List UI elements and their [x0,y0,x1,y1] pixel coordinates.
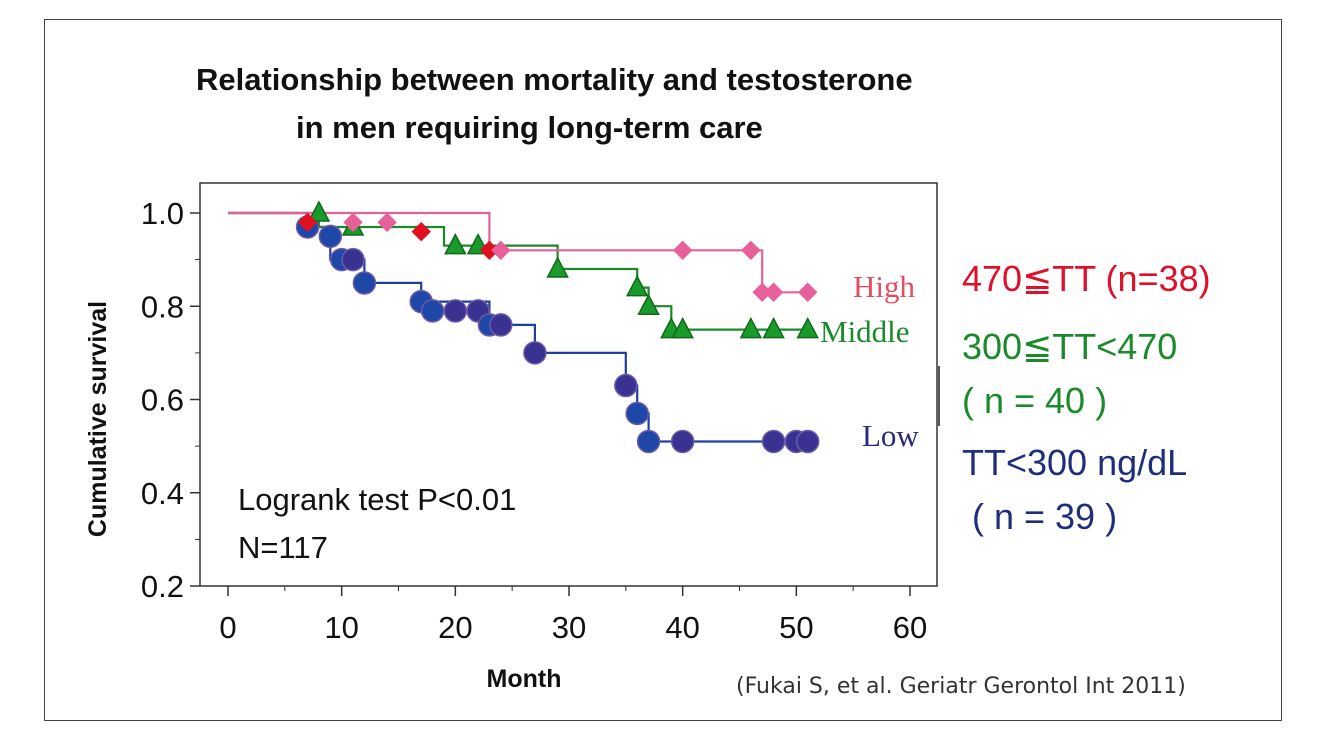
marker-middle [671,316,694,339]
curve-middle [228,211,808,331]
marker-high [672,240,693,261]
marker-high [377,212,397,233]
marker-low [625,401,649,426]
marker-low [443,299,468,323]
legend-middle-group: 300≦TT<470 [962,326,1178,367]
marker-low [670,429,695,454]
censor-markers [295,200,820,454]
marker-high [741,240,761,261]
sample-size-text: N=117 [238,530,328,565]
chart-title-line2: in men requiring long-term care [296,110,763,145]
marker-low [795,429,820,454]
y-tick-label: 0.4 [141,476,184,511]
marker-middle [739,316,763,339]
marker-high [343,212,363,233]
legend-middle-count: ( n = 40 ) [962,380,1108,421]
x-axis-label: Month [487,665,562,693]
marker-middle [625,274,649,297]
series-label-middle: Middle [820,314,910,349]
x-tick-label: 20 [438,610,472,645]
y-axis-label: Cumulative survival [84,301,112,537]
marker-low [761,429,786,454]
y-tick-label: 0.6 [141,383,184,418]
marker-high [491,240,511,261]
x-tick-label: 0 [219,610,236,645]
y-tick-label: 0.8 [141,289,184,324]
y-tick-label: 0.2 [141,569,184,604]
legend-low-count: ( n = 39 ) [972,496,1118,537]
marker-high [797,282,818,302]
marker-high [411,221,431,242]
y-axis: 1.0 0.8 0.6 0.4 0.2 [141,196,200,604]
x-tick-label: 30 [552,610,586,645]
marker-low [420,299,445,323]
marker-high [297,212,318,233]
y-tick-label: 1.0 [141,196,184,231]
marker-middle [796,316,819,339]
marker-low [636,429,661,454]
logrank-test-text: Logrank test P<0.01 [238,482,517,517]
marker-middle [444,233,467,255]
legend-high-group: 470≦TT (n=38) [962,258,1211,299]
series-label-low: Low [862,418,919,453]
marker-middle [762,316,785,339]
marker-low [341,247,365,272]
legend-low-group: TT<300 ng/dL [962,442,1188,483]
legend-divider [938,366,940,426]
marker-middle [546,256,569,278]
marker-low [352,271,377,295]
marker-low [318,224,343,249]
marker-low [614,373,638,398]
x-tick-label: 40 [665,610,699,645]
marker-high [763,282,784,302]
marker-low [523,341,547,365]
x-tick-label: 10 [324,610,358,645]
marker-middle [307,200,331,222]
citation: (Fukai S, et al. Geriatr Gerontol Int 20… [736,674,1186,699]
plot-area [199,182,938,587]
series-label-high: High [853,269,916,304]
x-tick-label: 60 [893,610,927,645]
chart-title-line1: Relationship between mortality and testo… [196,62,913,97]
x-axis: 0 10 20 30 40 50 60 [219,586,927,645]
x-tick-label: 50 [779,610,813,645]
marker-low [489,313,513,337]
marker-middle [637,293,660,315]
